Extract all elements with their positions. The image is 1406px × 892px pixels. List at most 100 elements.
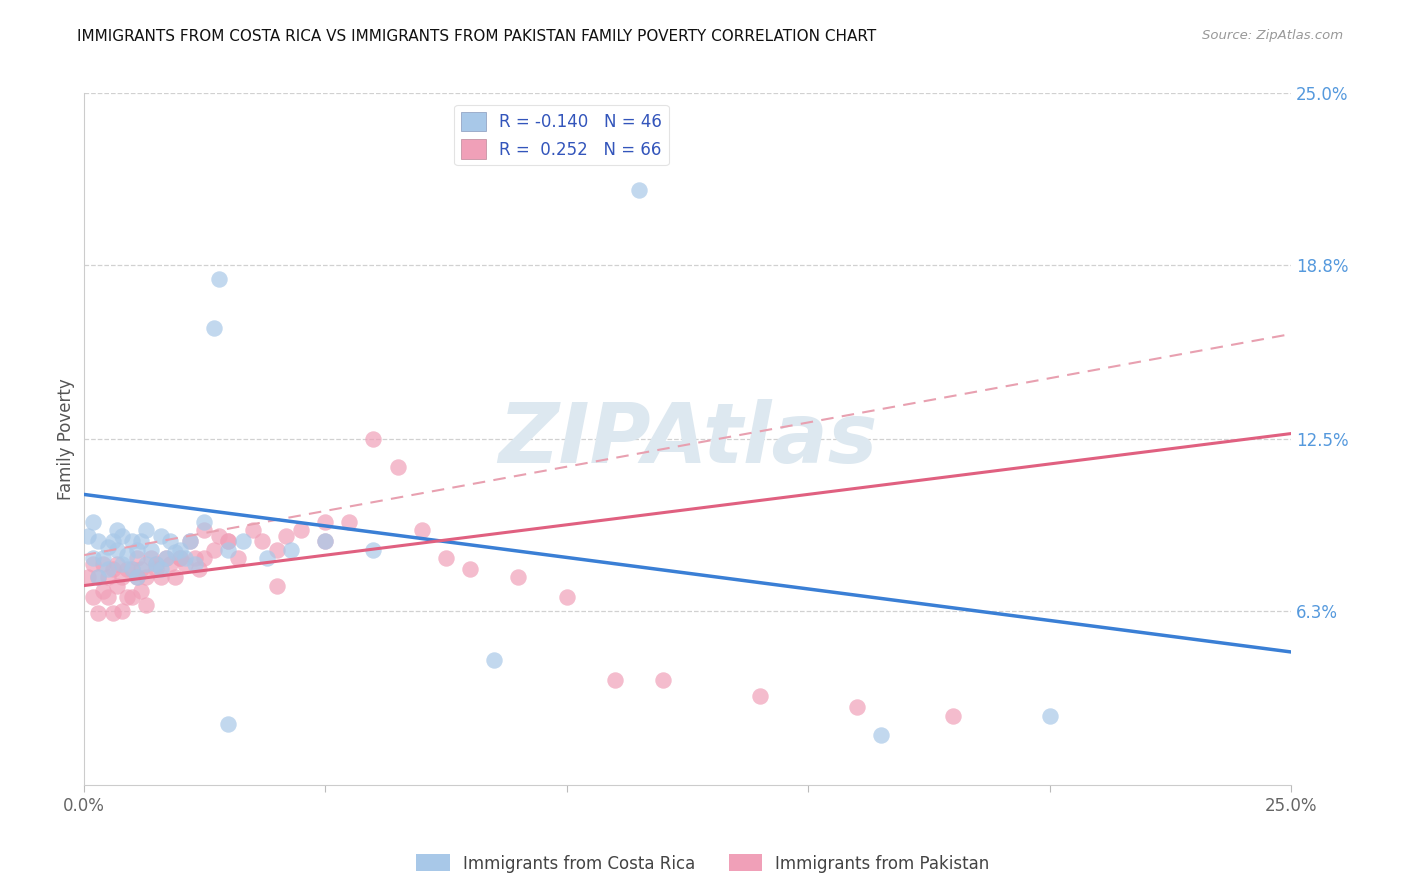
Point bbox=[434, 551, 457, 566]
Point bbox=[337, 515, 360, 529]
Point bbox=[193, 524, 215, 538]
Point bbox=[141, 551, 163, 566]
Point bbox=[91, 557, 114, 571]
Point bbox=[82, 590, 104, 604]
Point bbox=[174, 557, 197, 571]
Point bbox=[121, 534, 143, 549]
Point bbox=[748, 690, 770, 704]
Point bbox=[91, 584, 114, 599]
Point bbox=[266, 542, 288, 557]
Point bbox=[411, 524, 433, 538]
Point bbox=[111, 603, 134, 617]
Point bbox=[87, 570, 110, 584]
Point bbox=[363, 542, 385, 557]
Point bbox=[115, 562, 138, 576]
Point bbox=[131, 534, 153, 549]
Point bbox=[290, 524, 312, 538]
Point bbox=[628, 183, 651, 197]
Point bbox=[165, 545, 187, 559]
Point bbox=[101, 534, 124, 549]
Point bbox=[169, 542, 191, 557]
Point bbox=[179, 534, 201, 549]
Point bbox=[652, 673, 675, 687]
Point bbox=[202, 542, 225, 557]
Point bbox=[82, 551, 104, 566]
Point bbox=[314, 534, 336, 549]
Point bbox=[183, 557, 205, 571]
Point bbox=[125, 542, 148, 557]
Point bbox=[217, 534, 239, 549]
Point bbox=[105, 557, 128, 571]
Point bbox=[363, 432, 385, 446]
Point bbox=[242, 524, 264, 538]
Point bbox=[217, 542, 239, 557]
Point bbox=[508, 570, 530, 584]
Point bbox=[82, 557, 104, 571]
Point bbox=[125, 570, 148, 584]
Point bbox=[208, 529, 231, 543]
Point bbox=[188, 562, 211, 576]
Point bbox=[276, 529, 298, 543]
Point bbox=[135, 557, 157, 571]
Point bbox=[82, 515, 104, 529]
Point bbox=[121, 562, 143, 576]
Text: ZIPAtlas: ZIPAtlas bbox=[498, 399, 877, 480]
Point bbox=[232, 534, 254, 549]
Point bbox=[208, 271, 231, 285]
Point bbox=[111, 557, 134, 571]
Point bbox=[77, 570, 100, 584]
Point bbox=[155, 551, 177, 566]
Point bbox=[97, 570, 120, 584]
Point bbox=[226, 551, 249, 566]
Point bbox=[101, 607, 124, 621]
Point bbox=[256, 551, 278, 566]
Point bbox=[111, 570, 134, 584]
Point bbox=[169, 551, 191, 566]
Point bbox=[942, 708, 965, 723]
Point bbox=[155, 551, 177, 566]
Point bbox=[105, 579, 128, 593]
Point bbox=[603, 673, 626, 687]
Point bbox=[193, 551, 215, 566]
Text: IMMIGRANTS FROM COSTA RICA VS IMMIGRANTS FROM PAKISTAN FAMILY POVERTY CORRELATIO: IMMIGRANTS FROM COSTA RICA VS IMMIGRANTS… bbox=[77, 29, 876, 44]
Point bbox=[387, 459, 409, 474]
Point bbox=[159, 557, 181, 571]
Point bbox=[91, 551, 114, 566]
Point bbox=[169, 551, 191, 566]
Legend: Immigrants from Costa Rica, Immigrants from Pakistan: Immigrants from Costa Rica, Immigrants f… bbox=[409, 847, 997, 880]
Point bbox=[149, 529, 172, 543]
Point bbox=[105, 524, 128, 538]
Point bbox=[125, 551, 148, 566]
Point bbox=[869, 728, 891, 742]
Point bbox=[125, 570, 148, 584]
Point bbox=[97, 590, 120, 604]
Point bbox=[101, 562, 124, 576]
Point bbox=[77, 529, 100, 543]
Point bbox=[280, 542, 302, 557]
Point bbox=[121, 590, 143, 604]
Point bbox=[115, 590, 138, 604]
Point bbox=[87, 607, 110, 621]
Point bbox=[1039, 708, 1062, 723]
Point bbox=[87, 534, 110, 549]
Point bbox=[159, 534, 181, 549]
Point bbox=[149, 562, 172, 576]
Point bbox=[131, 584, 153, 599]
Point bbox=[135, 598, 157, 612]
Point bbox=[845, 700, 868, 714]
Point bbox=[97, 562, 120, 576]
Point bbox=[482, 653, 505, 667]
Point bbox=[149, 570, 172, 584]
Point bbox=[183, 551, 205, 566]
Point bbox=[145, 557, 167, 571]
Point bbox=[217, 534, 239, 549]
Text: Source: ZipAtlas.com: Source: ZipAtlas.com bbox=[1202, 29, 1343, 42]
Point bbox=[217, 717, 239, 731]
Point bbox=[111, 529, 134, 543]
Point bbox=[193, 515, 215, 529]
Point bbox=[458, 562, 481, 576]
Y-axis label: Family Poverty: Family Poverty bbox=[58, 378, 75, 500]
Legend: R = -0.140   N = 46, R =  0.252   N = 66: R = -0.140 N = 46, R = 0.252 N = 66 bbox=[454, 105, 669, 165]
Point bbox=[165, 570, 187, 584]
Point bbox=[131, 562, 153, 576]
